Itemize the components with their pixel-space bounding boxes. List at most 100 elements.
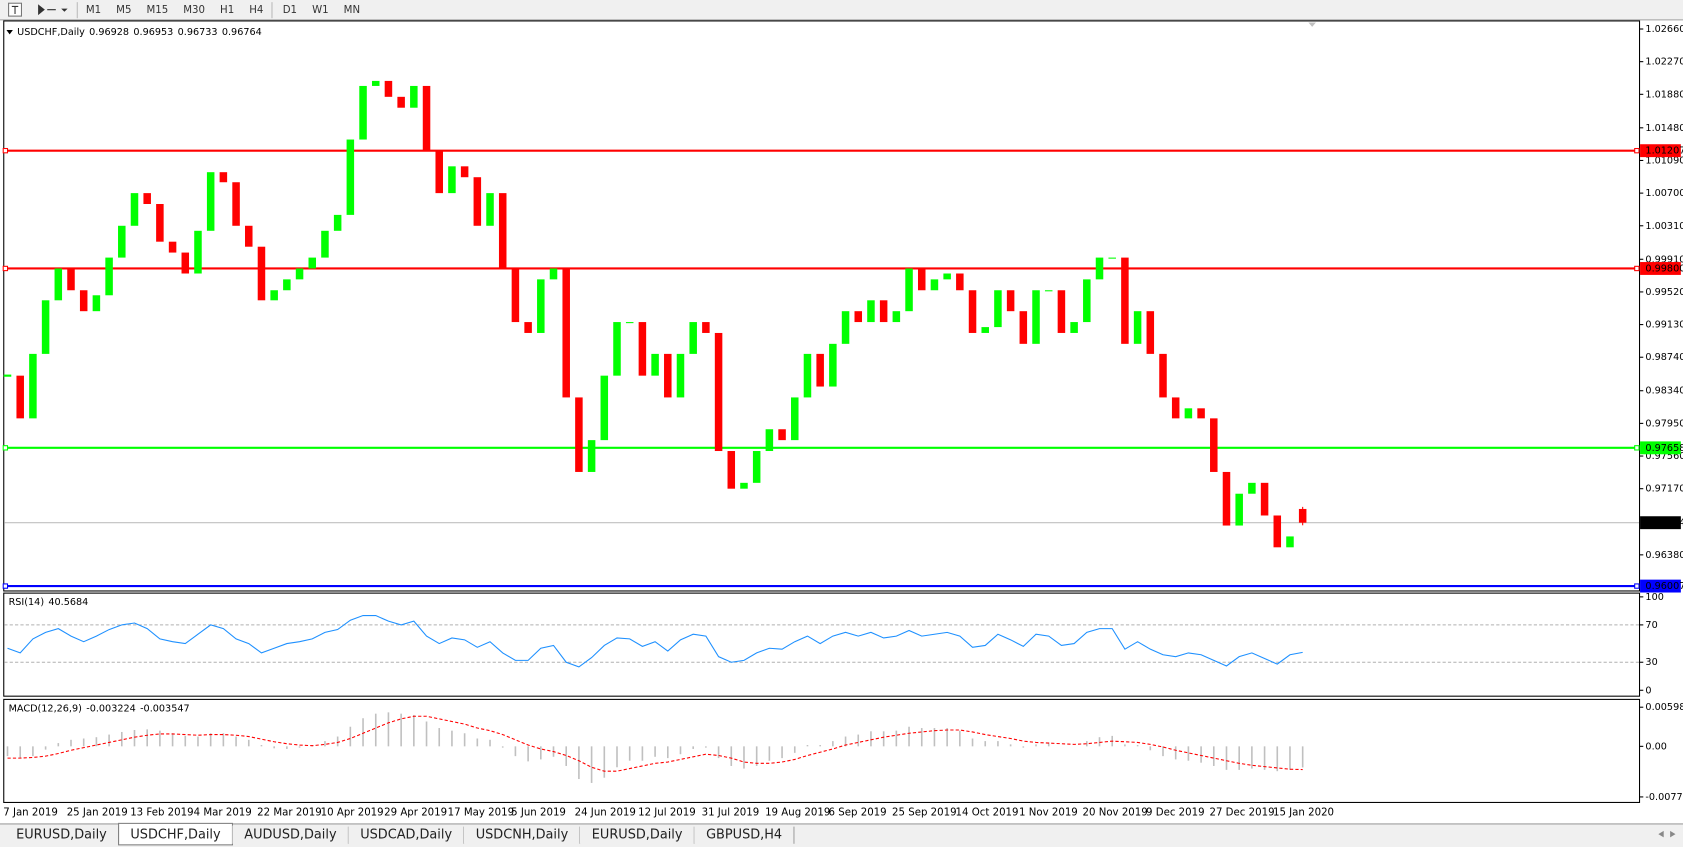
current-price-label: 0.96764 — [1645, 518, 1683, 529]
candle-body — [575, 397, 583, 472]
header-part: 0.96764 — [222, 27, 262, 38]
dropdown-icon[interactable] — [61, 8, 68, 12]
y-tick-label: 0 — [1645, 685, 1651, 696]
chart-tab[interactable]: EURUSD,Daily — [579, 825, 695, 844]
chart-tab[interactable]: USDCHF,Daily — [118, 822, 233, 846]
candle-body — [968, 290, 977, 333]
level-label-box — [1640, 441, 1681, 455]
candle-body — [346, 139, 355, 215]
candle-body — [943, 273, 951, 280]
chart-tab[interactable]: USDCAD,Daily — [348, 825, 465, 844]
candle-body — [219, 172, 228, 183]
y-tick-label: 0.005986 — [1645, 702, 1683, 713]
candle-body — [257, 246, 266, 301]
x-tick-label: 17 May 2019 — [448, 808, 514, 819]
candle-body — [92, 295, 101, 312]
y-tick-label: 1.00310 — [1645, 221, 1683, 232]
header-triangle — [6, 30, 13, 35]
candle-body — [422, 85, 431, 151]
header-part: USDCHF,Daily — [17, 27, 85, 38]
candle-body — [448, 166, 456, 194]
tab-label[interactable]: EURUSD,Daily — [592, 828, 683, 843]
candle-body — [854, 311, 863, 323]
candle-body — [384, 80, 393, 97]
tab-label[interactable]: GBPUSD,H4 — [706, 828, 782, 843]
candle-body — [841, 311, 850, 344]
timeframe-button[interactable]: M15 — [146, 5, 168, 16]
tab-background — [694, 825, 794, 844]
candle-body — [67, 268, 75, 291]
tab-label[interactable]: USDCHF,Daily — [130, 828, 221, 843]
timeframe-button[interactable]: M30 — [183, 5, 205, 16]
candle-body — [435, 150, 443, 194]
candle-body — [1273, 515, 1282, 548]
timeframe-button[interactable]: M1 — [86, 5, 101, 16]
level-label-box — [1640, 579, 1681, 593]
level-label: 0.97658 — [1645, 443, 1683, 454]
candle-body — [892, 311, 901, 323]
candle-body — [245, 225, 253, 247]
candle-body — [397, 96, 405, 108]
x-tick-label: 13 Feb 2019 — [130, 808, 193, 819]
candle-body — [549, 268, 558, 280]
current-price-box — [1640, 516, 1681, 530]
candle-body — [803, 353, 812, 398]
indicator-line — [7, 615, 1303, 668]
x-tick-label: 25 Sep 2019 — [892, 808, 957, 819]
candle-body — [16, 375, 24, 419]
header-part: 40.5684 — [48, 597, 88, 608]
x-tick-label: 27 Dec 2019 — [1209, 808, 1274, 819]
scroll-right[interactable] — [1670, 830, 1676, 838]
arrow-tool-icon[interactable] — [38, 4, 56, 16]
timeframe-button[interactable]: H1 — [220, 5, 234, 16]
candle-body — [867, 300, 875, 323]
candle-body — [1095, 257, 1104, 280]
timeframe-button[interactable]: MN — [344, 5, 360, 16]
tab-label[interactable]: USDCNH,Daily — [476, 828, 569, 843]
tab-label[interactable]: EURUSD,Daily — [16, 828, 107, 843]
candle-body — [105, 257, 113, 296]
scroll-left[interactable] — [1658, 830, 1664, 838]
chart-tab[interactable]: USDCNH,Daily — [463, 825, 581, 844]
x-tick-label: 7 Jan 2019 — [3, 808, 58, 819]
y-tick-label: 0.99520 — [1645, 287, 1683, 298]
candle-body — [689, 322, 697, 354]
timeframe-button[interactable]: D1 — [283, 5, 297, 16]
candle-body — [1146, 311, 1155, 354]
y-tick-label: 0.99130 — [1645, 320, 1683, 331]
chart-tab[interactable]: AUDUSD,Daily — [232, 825, 349, 844]
chart-tab[interactable]: GBPUSD,H4 — [694, 825, 795, 844]
y-tick-label: 0.99910 — [1645, 254, 1683, 265]
tab-background — [232, 825, 349, 844]
candle-body — [1286, 536, 1294, 548]
x-tick-label: 29 Apr 2019 — [384, 808, 447, 819]
tab-label[interactable]: AUDUSD,Daily — [244, 828, 337, 843]
candle-body — [181, 252, 190, 274]
candle-body — [1083, 279, 1091, 323]
level-handle — [1634, 445, 1640, 451]
y-tick-label: 1.01880 — [1645, 89, 1683, 100]
candle-body — [1235, 493, 1243, 526]
y-tick-label: 0.98340 — [1645, 386, 1683, 397]
candle-body — [308, 257, 317, 269]
header-part: 0.96953 — [133, 27, 173, 38]
candle-body — [638, 322, 647, 376]
chart-tab[interactable]: EURUSD,Daily — [4, 825, 120, 844]
header-part: 0.96733 — [178, 27, 218, 38]
x-tick-label: 24 Jun 2019 — [575, 808, 636, 819]
x-tick-label: 20 Nov 2019 — [1083, 808, 1148, 819]
candle-body — [587, 440, 596, 472]
candle-body — [118, 225, 126, 258]
timeframe-button[interactable]: H4 — [249, 5, 263, 16]
y-tick-label: 70 — [1645, 620, 1657, 631]
timeframe-button[interactable]: W1 — [312, 5, 329, 16]
tab-label[interactable]: USDCAD,Daily — [360, 828, 452, 843]
timeframe-button[interactable]: M5 — [116, 5, 131, 16]
indicator-header: MACD(12,26,9) -0.003224 -0.003547 — [9, 704, 190, 715]
x-tick-label: 4 Mar 2019 — [194, 808, 252, 819]
candle-body — [1032, 290, 1040, 344]
candle-body — [321, 230, 329, 258]
candle-body — [498, 193, 507, 269]
candle-body — [143, 193, 151, 205]
